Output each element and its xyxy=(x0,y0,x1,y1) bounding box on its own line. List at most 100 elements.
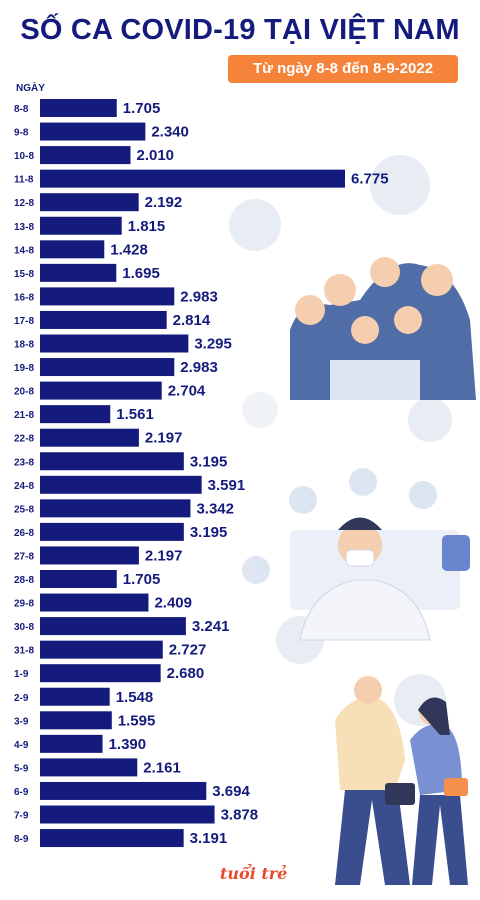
value-label: 3.195 xyxy=(190,453,228,470)
bar xyxy=(40,593,149,612)
category-label: 8-8 xyxy=(14,104,29,115)
value-label: 3.191 xyxy=(190,830,228,847)
value-label: 2.161 xyxy=(143,759,181,776)
bar xyxy=(40,664,161,683)
value-label: 1.695 xyxy=(122,265,160,282)
bar xyxy=(40,240,105,259)
category-label: 6-9 xyxy=(14,787,29,798)
value-label: 2.409 xyxy=(154,595,192,612)
value-label: 2.680 xyxy=(167,665,205,682)
category-label: 9-8 xyxy=(14,128,29,139)
category-label: 28-8 xyxy=(14,575,34,586)
value-label: 3.878 xyxy=(221,807,259,824)
bar xyxy=(40,711,112,730)
value-label: 1.390 xyxy=(109,736,147,753)
category-label: 15-8 xyxy=(14,269,34,280)
bar xyxy=(40,122,146,141)
category-label: 5-9 xyxy=(14,763,29,774)
category-label: 11-8 xyxy=(14,175,34,186)
value-label: 3.342 xyxy=(196,500,234,517)
value-label: 3.295 xyxy=(194,336,232,353)
category-label: 8-9 xyxy=(14,834,29,845)
category-label: 26-8 xyxy=(14,528,34,539)
category-label: 25-8 xyxy=(14,504,34,515)
value-label: 2.010 xyxy=(136,147,174,164)
category-label: 1-9 xyxy=(14,669,29,680)
category-label: 3-9 xyxy=(14,716,29,727)
category-label: 2-9 xyxy=(14,693,29,704)
bar xyxy=(40,570,117,588)
bar xyxy=(40,687,110,706)
value-label: 3.694 xyxy=(212,783,250,800)
category-label: 7-9 xyxy=(14,811,29,822)
category-label: 14-8 xyxy=(14,245,34,256)
value-label: 2.197 xyxy=(145,547,183,564)
category-label: 13-8 xyxy=(14,222,34,233)
category-label: 23-8 xyxy=(14,457,34,468)
couple-illustration xyxy=(335,676,468,885)
value-label: 3.241 xyxy=(192,618,230,635)
category-label: 31-8 xyxy=(14,646,34,657)
category-label: 4-9 xyxy=(14,740,29,751)
bar xyxy=(40,640,163,659)
value-label: 1.428 xyxy=(110,241,148,258)
brand-logo: tuổi trẻ xyxy=(220,864,288,883)
value-label: 2.983 xyxy=(180,359,218,376)
bar xyxy=(40,546,139,565)
y-axis-label: NGÀY xyxy=(16,83,45,94)
doctor-illustration xyxy=(242,468,470,641)
bar xyxy=(40,169,345,188)
bar xyxy=(40,475,202,494)
bar xyxy=(40,146,131,165)
value-label: 2.814 xyxy=(173,312,211,329)
bar xyxy=(40,522,184,541)
bar xyxy=(40,781,207,800)
bar xyxy=(40,405,111,424)
category-label: 22-8 xyxy=(14,434,34,445)
bar xyxy=(40,358,175,377)
value-label: 2.727 xyxy=(169,642,207,659)
bar xyxy=(40,310,167,329)
category-label: 24-8 xyxy=(14,481,34,492)
value-label: 2.340 xyxy=(151,124,189,141)
bar xyxy=(40,381,162,400)
value-label: 1.815 xyxy=(128,218,166,235)
bar xyxy=(40,758,138,777)
date-range-badge: Từ ngày 8-8 đến 8-9-2022 xyxy=(228,55,458,83)
bar xyxy=(40,193,139,212)
value-label: 2.192 xyxy=(145,194,183,211)
value-label: 1.548 xyxy=(116,689,154,706)
value-label: 1.595 xyxy=(118,712,156,729)
bar xyxy=(40,428,139,447)
bar xyxy=(40,617,186,636)
category-label: 21-8 xyxy=(14,410,34,421)
bar xyxy=(40,452,184,471)
category-label: 10-8 xyxy=(14,151,34,162)
bars-group: 8-8 1.705 9-8 2.340 10-8 2.010 11-8 6.775 12-8 2.… xyxy=(14,99,389,848)
value-label: 2.983 xyxy=(180,288,218,305)
value-label: 1.705 xyxy=(123,571,161,588)
bar xyxy=(40,334,189,353)
category-label: 27-8 xyxy=(14,551,34,562)
bar xyxy=(40,216,122,235)
value-label: 1.705 xyxy=(123,100,161,117)
crowd-illustration xyxy=(290,257,476,400)
category-label: 12-8 xyxy=(14,198,34,209)
value-label: 3.591 xyxy=(208,477,246,494)
bar xyxy=(40,499,191,518)
bar xyxy=(40,805,215,824)
page-title: SỐ CA COVID-19 TẠI VIỆT NAM xyxy=(20,14,460,46)
value-label: 6.775 xyxy=(351,171,389,188)
category-label: 19-8 xyxy=(14,363,34,374)
bar xyxy=(40,263,117,282)
background-illustration xyxy=(229,155,476,885)
value-label: 1.561 xyxy=(116,406,154,423)
value-label: 3.195 xyxy=(190,524,228,541)
bar xyxy=(40,99,117,117)
value-label: 2.704 xyxy=(168,383,206,400)
value-label: 2.197 xyxy=(145,430,183,447)
bar xyxy=(40,287,175,306)
category-label: 29-8 xyxy=(14,599,34,610)
category-label: 18-8 xyxy=(14,340,34,351)
